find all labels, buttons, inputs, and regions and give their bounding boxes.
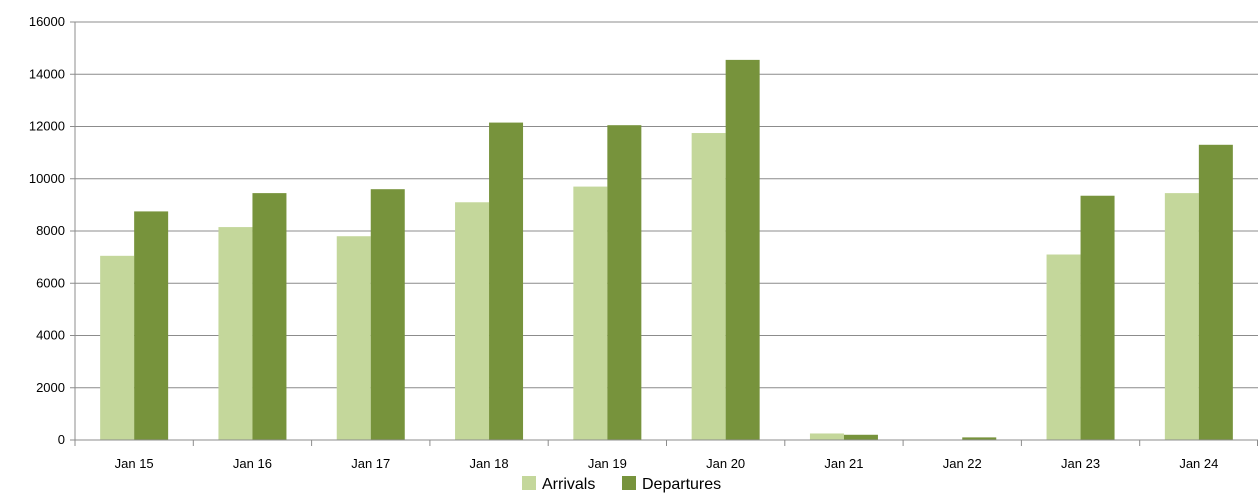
x-tick-label: Jan 24 [1179, 456, 1218, 471]
legend-label-departures: Departures [642, 476, 721, 493]
y-tick-label: 10000 [29, 171, 65, 186]
legend-swatch-departures [622, 476, 636, 490]
bar-arrivals [455, 202, 490, 440]
bar-arrivals [100, 255, 135, 440]
x-tick-label: Jan 22 [943, 456, 982, 471]
bars [100, 59, 1233, 441]
legend-swatch-arrivals [522, 476, 536, 490]
bar-departures [370, 189, 405, 440]
bar-arrivals [218, 227, 253, 440]
bar-departures [1080, 195, 1115, 440]
bar-departures [607, 125, 642, 440]
y-tick-label: 6000 [36, 275, 65, 290]
axes [70, 21, 1258, 446]
legend: Arrivals Departures [522, 476, 721, 493]
bar-arrivals [336, 236, 371, 440]
y-tick-label: 4000 [36, 328, 65, 343]
bar-departures [134, 211, 169, 440]
x-tick-label: Jan 19 [588, 456, 627, 471]
bar-arrivals [1046, 254, 1081, 440]
bar-departures [962, 437, 997, 440]
y-tick-labels: 0 2000 4000 6000 8000 10000 12000 14000 16000 [29, 14, 65, 447]
bar-departures [843, 434, 878, 440]
bar-departures [1198, 144, 1233, 440]
x-tick-label: Jan 17 [351, 456, 390, 471]
y-tick-label: 12000 [29, 119, 65, 134]
x-tick-label: Jan 15 [115, 456, 154, 471]
bar-arrivals [691, 133, 726, 440]
bar-arrivals [573, 186, 608, 440]
x-tick-label: Jan 21 [824, 456, 863, 471]
bar-departures [489, 122, 524, 441]
x-tick-labels: Jan 15 Jan 16 Jan 17 Jan 18 Jan 19 Jan 20 Jan … [115, 456, 1219, 471]
bar-arrivals [1164, 193, 1199, 440]
y-tick-label: 8000 [36, 223, 65, 238]
bar-arrivals [809, 433, 844, 440]
x-tick-label: Jan 18 [470, 456, 509, 471]
legend-label-arrivals: Arrivals [542, 476, 595, 493]
x-tick-label: Jan 23 [1061, 456, 1100, 471]
x-tick-label: Jan 16 [233, 456, 272, 471]
bar-departures [725, 59, 760, 440]
x-tick-label: Jan 20 [706, 456, 745, 471]
bar-departures [252, 193, 287, 440]
y-tick-label: 0 [58, 432, 65, 447]
y-tick-label: 2000 [36, 380, 65, 395]
y-tick-label: 16000 [29, 14, 65, 29]
y-tick-label: 14000 [29, 66, 65, 81]
